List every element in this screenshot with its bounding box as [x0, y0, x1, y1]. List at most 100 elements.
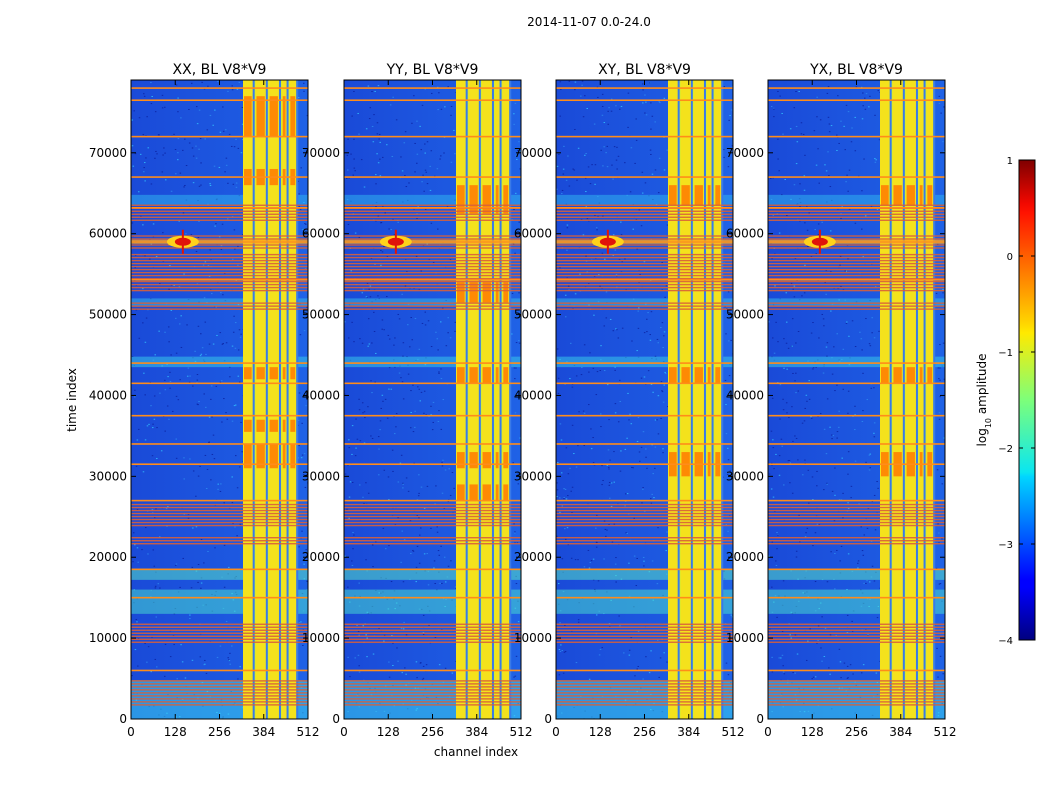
flagged-stripe [768, 680, 945, 682]
noise-speck [846, 632, 849, 634]
noise-speck [826, 342, 829, 344]
flagged-stripe [131, 262, 308, 265]
flagged-stripe [556, 253, 733, 256]
noise-speck [866, 527, 869, 529]
noise-speck [346, 178, 348, 180]
noise-speck [155, 150, 157, 152]
noise-speck [175, 563, 178, 565]
noise-speck [595, 614, 598, 616]
noise-speck [558, 649, 561, 651]
noise-speck [180, 117, 182, 119]
noise-speck [344, 393, 346, 395]
noise-speck [635, 118, 637, 120]
flagged-stripe [556, 543, 733, 545]
noise-speck [654, 121, 656, 123]
noise-speck [864, 215, 867, 217]
noise-speck [815, 253, 818, 255]
flagged-stripe [556, 271, 733, 274]
noise-speck [186, 324, 188, 326]
noise-speck [824, 164, 826, 166]
noise-speck [162, 154, 164, 156]
noise-speck [427, 320, 430, 322]
colorbar-tick-label: −2 [998, 444, 1013, 455]
noise-speck [566, 224, 569, 226]
noise-speck [194, 350, 196, 352]
noise-speck [179, 586, 181, 588]
rfi-time-line [131, 99, 308, 102]
rfi-time-line [556, 135, 733, 138]
noise-speck [790, 637, 792, 639]
noise-speck [818, 524, 821, 526]
noise-speck [405, 186, 408, 188]
noise-speck [868, 469, 871, 471]
noise-speck [782, 133, 784, 135]
flagged-stripe [556, 509, 733, 512]
flagged-stripe [131, 698, 308, 700]
flagged-stripe [556, 308, 733, 310]
noise-speck [780, 438, 783, 440]
noise-speck [299, 208, 302, 210]
noise-speck [633, 517, 635, 519]
noise-speck [356, 625, 358, 627]
noise-speck [189, 617, 191, 619]
flagged-stripe [344, 213, 521, 215]
panel-xx: XX, BL V8*V90 128 256 384 512010000200003000… [89, 62, 320, 739]
flagged-stripe [556, 506, 733, 509]
noise-speck [600, 149, 602, 151]
noise-speck [846, 665, 849, 667]
noise-speck [154, 658, 157, 660]
x-tick-label: 256 [845, 725, 868, 739]
noise-speck [561, 192, 563, 194]
noise-speck [823, 428, 826, 430]
y-tick-label: 60000 [514, 227, 552, 241]
channel-gap [933, 80, 936, 719]
noise-speck [513, 208, 515, 210]
noise-speck [637, 310, 639, 312]
noise-speck [144, 255, 146, 257]
noise-speck [942, 342, 945, 344]
noise-speck [658, 157, 661, 159]
noise-speck [195, 526, 198, 528]
noise-speck [666, 224, 669, 226]
noise-speck [454, 586, 457, 588]
noise-speck [595, 546, 598, 548]
noise-speck [369, 107, 372, 109]
rfi-hot-block [503, 282, 509, 303]
noise-speck [416, 120, 418, 122]
rfi-time-line [131, 463, 308, 466]
noise-speck [233, 315, 235, 317]
noise-speck [402, 355, 404, 357]
noise-speck [627, 126, 629, 128]
noise-speck [227, 90, 229, 92]
noise-speck [133, 110, 135, 112]
noise-speck [846, 589, 848, 591]
interference-streak [768, 239, 945, 244]
flagged-stripe [768, 638, 945, 640]
y-tick-label: 20000 [89, 550, 127, 564]
noise-speck [845, 322, 848, 324]
rfi-hot-block [927, 367, 933, 384]
noise-speck [592, 437, 594, 439]
noise-speck [653, 497, 655, 499]
noise-speck [453, 129, 455, 131]
noise-speck [437, 349, 439, 351]
noise-speck [874, 286, 877, 288]
noise-speck [402, 482, 404, 484]
rfi-time-line [131, 382, 308, 385]
noise-speck [197, 404, 199, 406]
channel-gap [889, 80, 892, 719]
flagged-stripe [556, 683, 733, 685]
noise-speck [629, 413, 631, 415]
noise-speck [654, 446, 657, 448]
noise-speck [156, 458, 158, 460]
noise-speck [590, 428, 592, 430]
noise-speck [392, 470, 394, 472]
noise-speck [148, 423, 150, 425]
noise-speck [614, 369, 616, 371]
noise-speck [402, 342, 405, 344]
noise-speck [771, 337, 774, 339]
flagged-stripe [344, 704, 521, 706]
flagged-stripe [344, 543, 521, 545]
rfi-hot-block [457, 185, 465, 214]
noise-speck [873, 387, 875, 389]
